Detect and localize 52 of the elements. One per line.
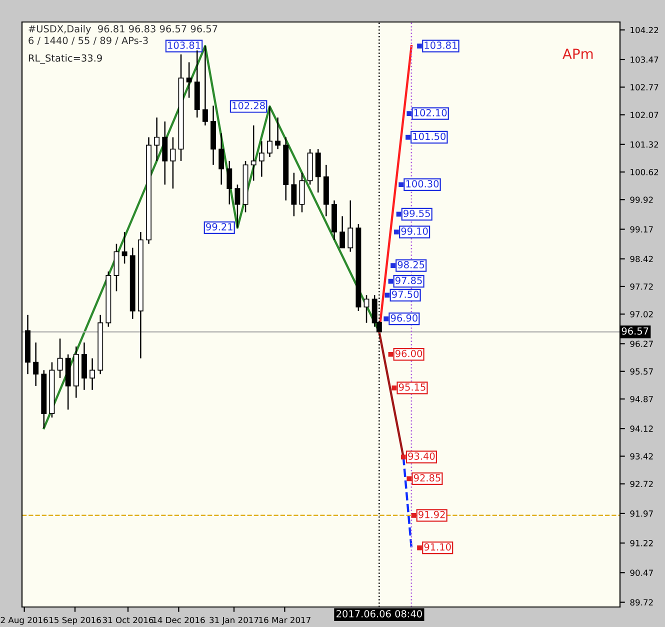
- y-tick-label: 96.27: [630, 340, 653, 347]
- annotation: 100.30: [406, 180, 439, 188]
- annotation: 96.90: [390, 314, 418, 322]
- annotation: 101.50: [413, 132, 446, 140]
- annotation: 97.85: [395, 276, 422, 284]
- y-tick-label: 104.22: [630, 26, 658, 34]
- x-tick-label: 15 Sep 2016: [50, 616, 101, 625]
- annotation: 98.25: [398, 261, 424, 268]
- y-tick-label: 91.22: [630, 540, 653, 546]
- x-tick-label: 16 Mar 2017: [259, 616, 310, 624]
- x-tick-label: 2 Aug 2016: [0, 616, 48, 625]
- y-tick-label: 101.32: [630, 141, 658, 148]
- y-tick-label: 90.47: [630, 570, 653, 576]
- y-tick-label: 97.72: [630, 283, 653, 290]
- y-tick-label: 102.07: [630, 112, 658, 118]
- y-tick-label: 89.72: [630, 599, 653, 606]
- y-tick-label: 100.62: [630, 168, 658, 176]
- y-tick-label: 97.02: [630, 311, 653, 318]
- y-tick-label: 94.12: [630, 426, 653, 432]
- y-tick-label: 95.57: [630, 368, 653, 375]
- annotation: 97.50: [392, 290, 419, 298]
- x-tick-label: 31 Jan 2017: [210, 616, 258, 625]
- annotation: APm: [562, 48, 593, 59]
- annotation: 91.92: [418, 510, 445, 518]
- annotation: 102.28: [232, 102, 265, 110]
- annotation: 103.81: [168, 42, 200, 49]
- ref-line-label: 96.57: [622, 327, 648, 335]
- x-tick-label: 14 Dec 2016: [153, 616, 205, 624]
- x-tick-label: 31 Oct 2016: [102, 616, 154, 624]
- annotation: 99.21: [206, 223, 232, 230]
- annotation: 91.10: [424, 543, 451, 551]
- annotation: 103.81: [424, 42, 457, 49]
- y-tick-label: 103.47: [630, 56, 658, 63]
- annotation: 102.10: [414, 109, 447, 116]
- annotation: 96.00: [395, 350, 422, 358]
- annotation: 99.10: [401, 227, 428, 235]
- y-tick-label: 92.72: [630, 480, 653, 488]
- y-tick-label: 91.97: [630, 510, 653, 517]
- y-tick-label: 93.42: [630, 453, 653, 460]
- chart-title: #USDX,Daily 96.81 96.83 96.57 96.57: [28, 24, 218, 34]
- y-tick-label: 98.42: [630, 256, 653, 262]
- y-tick-label: 99.17: [630, 226, 653, 233]
- y-tick-label: 99.92: [630, 196, 653, 203]
- text: 6 / 1440 / 55 / 89 / APs-3: [28, 36, 148, 45]
- annotation: RL_Static=33.9: [28, 54, 102, 64]
- annotation: 93.40: [408, 452, 435, 460]
- y-tick-label: 94.87: [630, 396, 653, 402]
- annotation: 92.85: [414, 474, 440, 482]
- annotation: 99.55: [404, 210, 430, 218]
- ref-line-label: 2017.06.06 08:40: [336, 610, 422, 618]
- y-tick-label: 102.77: [630, 84, 658, 90]
- annotation: 95.15: [398, 383, 426, 391]
